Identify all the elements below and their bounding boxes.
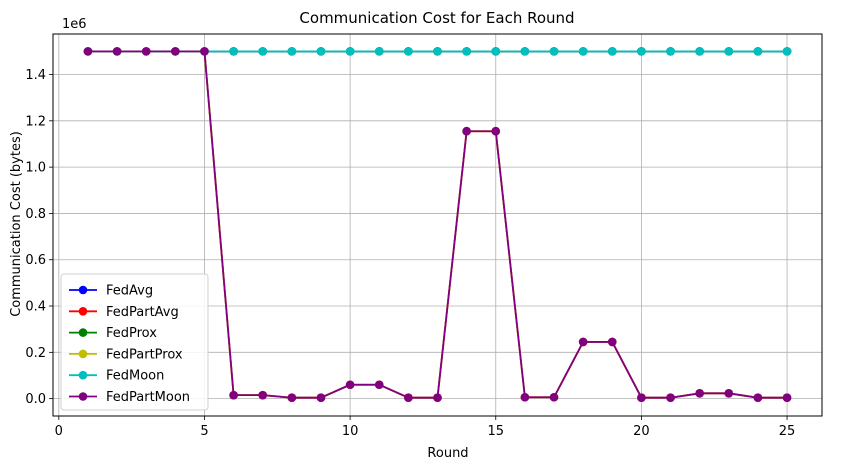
legend: FedAvg FedPartAvg FedProx FedPartProx FedMoo… — [60, 273, 209, 411]
data-point — [724, 47, 734, 56]
legend-label: FedProx — [106, 326, 157, 341]
data-point — [374, 47, 384, 56]
legend-item: FedAvg — [69, 284, 153, 299]
y-axis-label: Communication Cost (bytes) — [9, 131, 24, 317]
data-point — [404, 393, 413, 403]
data-point — [782, 393, 792, 403]
data-point — [666, 393, 675, 403]
data-point — [83, 47, 93, 56]
legend-item: FedProx — [69, 326, 157, 341]
x-tick-label: 5 — [200, 424, 208, 439]
data-point — [491, 47, 501, 56]
y-tick-label: 0.2 — [25, 346, 46, 361]
data-point — [258, 47, 268, 56]
chart-title: Communication Cost for Each Round — [299, 9, 574, 27]
data-point — [520, 392, 530, 402]
data-point — [287, 47, 297, 56]
x-tick-label: 15 — [487, 424, 504, 439]
x-tick-label: 10 — [342, 424, 359, 439]
data-point — [462, 126, 471, 136]
y-tick-label: 1.4 — [25, 68, 46, 83]
y-multiplier-label: 1e6 — [62, 17, 87, 32]
legend-item: FedPartProx — [69, 347, 183, 362]
y-tick-label: 1.2 — [25, 114, 46, 129]
legend-item: FedPartMoon — [69, 390, 190, 405]
data-point — [666, 47, 675, 56]
data-point — [578, 337, 588, 347]
y-tick-label: 0.4 — [25, 300, 46, 315]
data-point — [607, 47, 617, 56]
y-tick-label: 0.8 — [25, 207, 46, 222]
y-tick-label: 0.0 — [25, 392, 46, 407]
data-point — [316, 393, 326, 403]
x-axis-label: Round — [427, 446, 468, 461]
data-point — [637, 393, 646, 403]
data-point — [141, 47, 151, 56]
data-point — [229, 390, 238, 400]
data-point — [374, 380, 384, 390]
legend-label: FedAvg — [106, 284, 153, 299]
data-point — [316, 47, 326, 56]
data-point — [433, 393, 442, 403]
data-point — [607, 337, 617, 347]
legend-box — [60, 273, 209, 411]
series-fedpartmoon — [83, 47, 792, 403]
data-point — [695, 47, 704, 56]
legend-marker — [78, 392, 88, 401]
legend-item: FedMoon — [69, 369, 164, 384]
data-point — [520, 47, 530, 56]
data-point — [549, 392, 559, 402]
data-point — [345, 380, 355, 390]
y-tick-label: 0.6 — [25, 253, 46, 268]
data-point — [200, 47, 209, 56]
legend-marker — [78, 307, 88, 316]
x-tick-label: 0 — [55, 424, 63, 439]
y-axis: 0.0 0.2 0.4 0.6 0.8 1.0 1.2 1.4 — [25, 68, 53, 407]
data-point — [637, 47, 646, 56]
data-point — [287, 393, 297, 403]
legend-marker — [78, 349, 88, 359]
data-point — [112, 47, 122, 56]
x-tick-label: 25 — [779, 424, 796, 439]
data-point — [578, 47, 588, 56]
legend-label: FedPartProx — [106, 347, 183, 362]
data-point — [695, 389, 704, 398]
data-point — [753, 47, 763, 56]
data-point — [258, 390, 268, 400]
data-point — [404, 47, 413, 56]
x-axis: 0 5 10 15 20 25 — [55, 416, 796, 439]
data-point — [462, 47, 471, 56]
legend-marker — [78, 285, 88, 295]
series-layer — [83, 47, 792, 403]
data-point — [171, 47, 180, 56]
data-point — [345, 47, 355, 56]
data-point — [229, 47, 238, 56]
data-point — [491, 126, 501, 136]
data-point — [433, 47, 442, 56]
data-point — [724, 389, 734, 398]
data-point — [753, 393, 763, 403]
y-tick-label: 1.0 — [25, 161, 46, 176]
legend-label: FedMoon — [106, 369, 164, 384]
data-point — [782, 47, 792, 56]
legend-label: FedPartMoon — [106, 390, 190, 405]
data-point — [549, 47, 559, 56]
legend-label: FedPartAvg — [106, 305, 179, 320]
plot-frame — [52, 33, 823, 417]
legend-item: FedPartAvg — [69, 305, 179, 320]
legend-marker — [78, 328, 88, 337]
legend-marker — [78, 370, 88, 380]
x-tick-label: 20 — [633, 424, 650, 439]
grid-lines — [53, 34, 822, 416]
